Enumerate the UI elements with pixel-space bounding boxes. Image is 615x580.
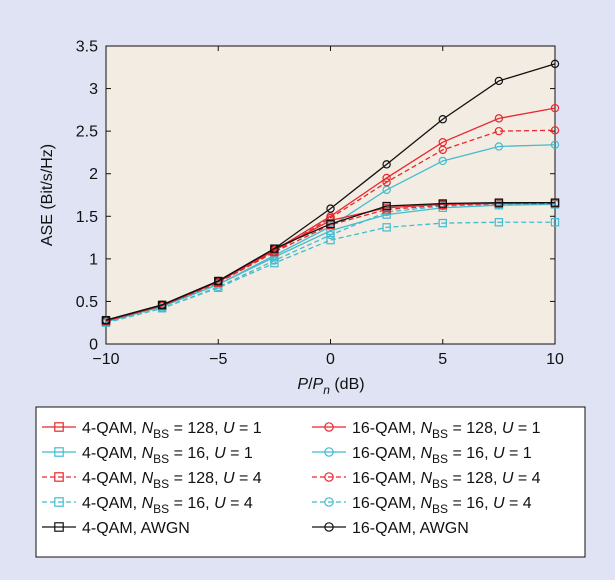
data-point: [214, 276, 223, 286]
legend-entry: 16-QAM, NBS = 16, U = 1: [312, 445, 532, 466]
legend-entry: 4-QAM, NBS = 16, U = 1: [42, 445, 253, 466]
y-tick-label: 0: [89, 337, 98, 354]
data-point: [494, 218, 504, 227]
data-point: [326, 235, 335, 245]
y-tick-label: 1: [89, 251, 98, 268]
data-point: [326, 204, 335, 213]
legend-marker: [54, 472, 64, 482]
y-axis-ticks: 0 0.5 1 1.5 2 2.5 3 3.5: [76, 39, 555, 354]
series-line: [105, 63, 556, 321]
legend-marker: [324, 422, 334, 432]
y-tick-label: 3: [89, 81, 98, 98]
legend-marker: [54, 422, 64, 432]
legend-marker: [54, 447, 64, 457]
data-point: [270, 244, 279, 253]
x-axis-ticks: −10 −5 0 5 10: [92, 46, 564, 368]
x-axis-label: P/Pn (dB): [297, 376, 364, 397]
legend-entry: 16-QAM, NBS = 128, U = 4: [312, 470, 541, 491]
legend-label: 16-QAM, NBS = 16, U = 1: [352, 445, 532, 466]
data-point: [550, 218, 560, 227]
x-tick-label: 10: [546, 351, 564, 368]
plot-area: [105, 45, 556, 345]
x-tick-label: 5: [438, 351, 447, 368]
data-point: [550, 103, 560, 113]
data-point: [494, 76, 504, 86]
data-point: [494, 126, 504, 136]
y-tick-label: 3.5: [76, 39, 98, 56]
data-point: [382, 223, 391, 232]
legend-label: 4-QAM, NBS = 16, U = 1: [82, 445, 253, 466]
series-10: [101, 59, 560, 325]
legend-label: 4-QAM, NBS = 128, U = 4: [82, 470, 262, 491]
x-tick-label: −5: [209, 351, 227, 368]
data-point: [438, 138, 447, 147]
y-tick-label: 1.5: [76, 209, 98, 226]
data-point: [494, 142, 504, 151]
data-point: [101, 315, 111, 325]
y-tick-label: 0.5: [76, 294, 98, 311]
legend-box: [35, 406, 586, 558]
y-axis-label: ASE (Bit/s/Hz): [39, 144, 56, 246]
legend-entry: 4-QAM, NBS = 16, U = 4: [42, 495, 253, 516]
legend-entry: 4-QAM, NBS = 128, U = 4: [42, 470, 262, 491]
legend-entry: 4-QAM, AWGN: [42, 520, 190, 537]
data-point: [326, 230, 335, 240]
x-tick-label: 0: [326, 351, 335, 368]
legend-label: 16-QAM, AWGN: [352, 520, 469, 537]
legend-marker: [324, 497, 334, 507]
legend-entry: 16-QAM, NBS = 128, U = 1: [312, 420, 541, 441]
data-point: [382, 201, 391, 211]
legend-label: 4-QAM, NBS = 128, U = 1: [82, 420, 262, 441]
legend-entry: 16-QAM, NBS = 16, U = 4: [312, 495, 532, 516]
data-point: [270, 258, 279, 268]
data-point: [214, 282, 223, 292]
data-point: [494, 114, 504, 123]
data-point: [438, 218, 447, 228]
data-point: [157, 300, 167, 310]
data-point: [326, 219, 335, 229]
legend-marker: [324, 522, 334, 532]
x-tick-label: −10: [92, 351, 119, 368]
legend: 4-QAM, NBS = 128, U = 1 16-QAM, NBS = 128…: [42, 420, 541, 537]
series-line: [105, 202, 556, 324]
data-point: [550, 126, 560, 135]
legend-entry: 16-QAM, AWGN: [312, 520, 469, 537]
data-point: [550, 140, 560, 149]
legend-label: 4-QAM, AWGN: [82, 520, 190, 537]
data-point: [494, 198, 504, 207]
data-point: [382, 160, 391, 169]
data-point: [550, 198, 560, 207]
data-point: [550, 59, 560, 69]
data-point: [438, 156, 447, 166]
y-tick-label: 2: [89, 166, 98, 183]
legend-label: 16-QAM, NBS = 16, U = 4: [352, 495, 532, 516]
legend-marker: [54, 497, 64, 507]
legend-label: 4-QAM, NBS = 16, U = 4: [82, 495, 253, 516]
legend-marker: [54, 522, 64, 532]
data-point: [382, 173, 391, 183]
y-tick-label: 2.5: [76, 124, 98, 141]
legend-label: 16-QAM, NBS = 128, U = 4: [352, 470, 541, 491]
legend-marker: [324, 472, 334, 482]
series-line: [105, 129, 556, 322]
legend-label: 16-QAM, NBS = 128, U = 1: [352, 420, 541, 441]
series-line: [105, 144, 556, 323]
series-line: [105, 107, 556, 322]
legend-marker: [324, 447, 334, 457]
data-point: [438, 199, 447, 208]
data-point: [270, 256, 279, 265]
legend-entry: 4-QAM, NBS = 128, U = 1: [42, 420, 262, 441]
series-layer: [101, 59, 560, 327]
data-point: [438, 115, 447, 124]
